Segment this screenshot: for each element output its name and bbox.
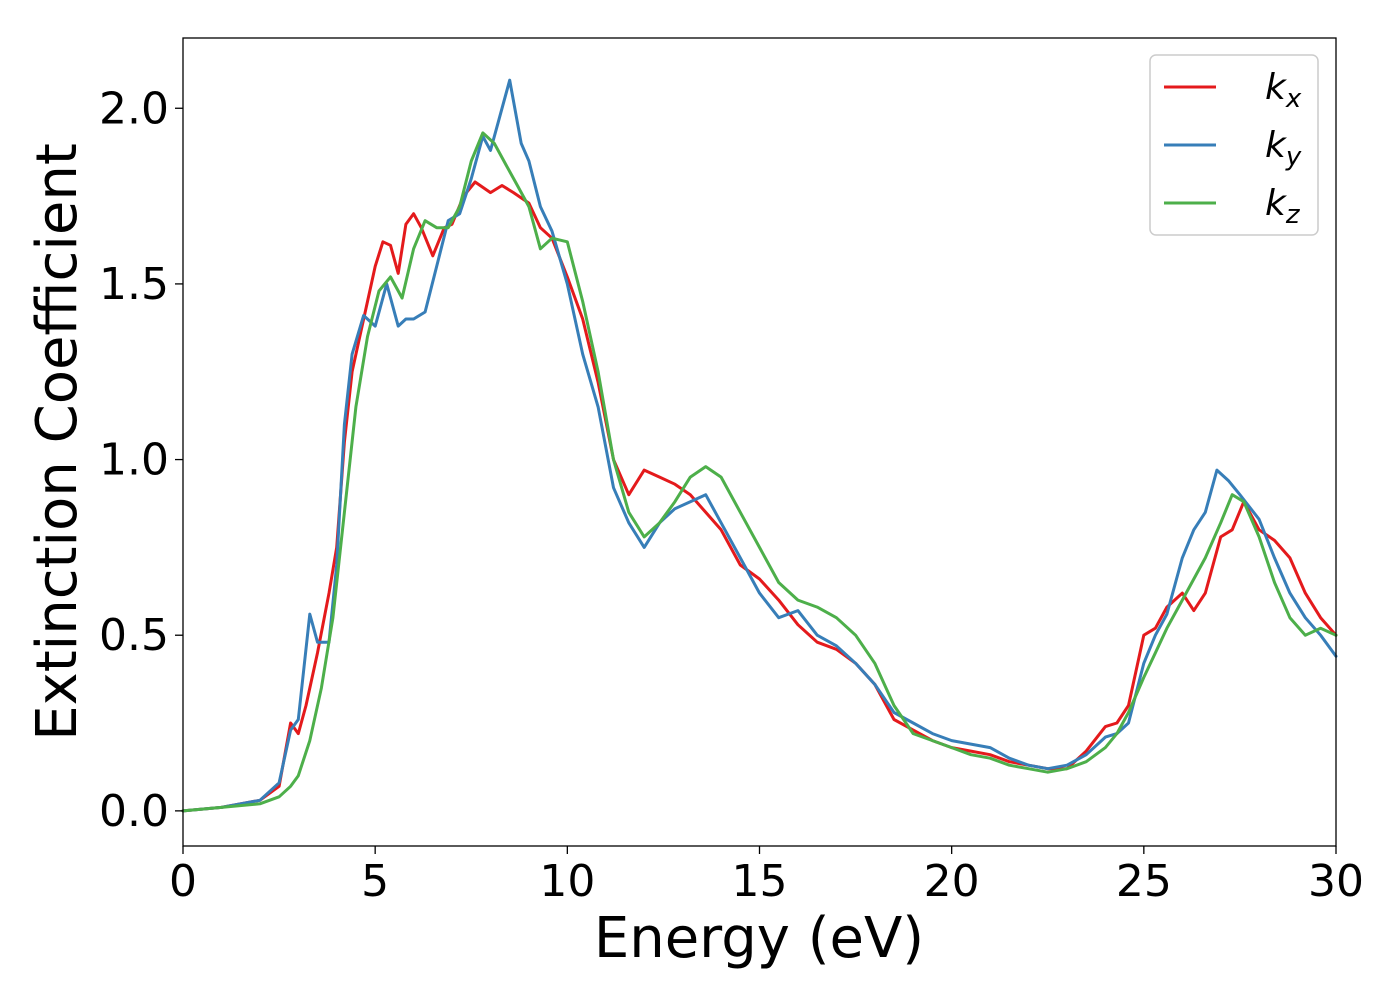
x-tick-label: 15: [732, 856, 788, 907]
y-tick-label: 2.0: [99, 83, 169, 134]
x-tick-label: 5: [361, 856, 389, 907]
x-tick-label: 10: [539, 856, 595, 907]
x-tick-label: 20: [924, 856, 980, 907]
x-tick-label: 25: [1116, 856, 1172, 907]
y-tick-label: 1.0: [99, 435, 169, 486]
y-axis: 0.0 0.5 1.0 1.5 2.0: [99, 83, 183, 837]
series-line-z: [181, 131, 1338, 813]
y-axis-label: Extinction Coefficient: [25, 143, 90, 741]
legend: kx ky kz: [1149, 54, 1319, 236]
x-tick-label: 0: [169, 856, 197, 907]
series-layer: [181, 78, 1338, 813]
legend-label-z: kz: [1265, 183, 1301, 230]
legend-label-y: ky: [1265, 125, 1302, 172]
legend-label-x: kx: [1265, 67, 1302, 114]
x-axis: 0 5 10 15 20 25 30: [169, 846, 1364, 907]
y-tick-label: 0.5: [99, 610, 169, 661]
y-tick-label: 1.5: [99, 259, 169, 310]
x-axis-label: Energy (eV): [594, 906, 924, 971]
series-line-y: [181, 78, 1338, 813]
y-tick-label: 0.0: [99, 786, 169, 837]
series-line-x: [181, 180, 1338, 813]
x-tick-label: 30: [1308, 856, 1364, 907]
legend-box: [1149, 54, 1319, 236]
